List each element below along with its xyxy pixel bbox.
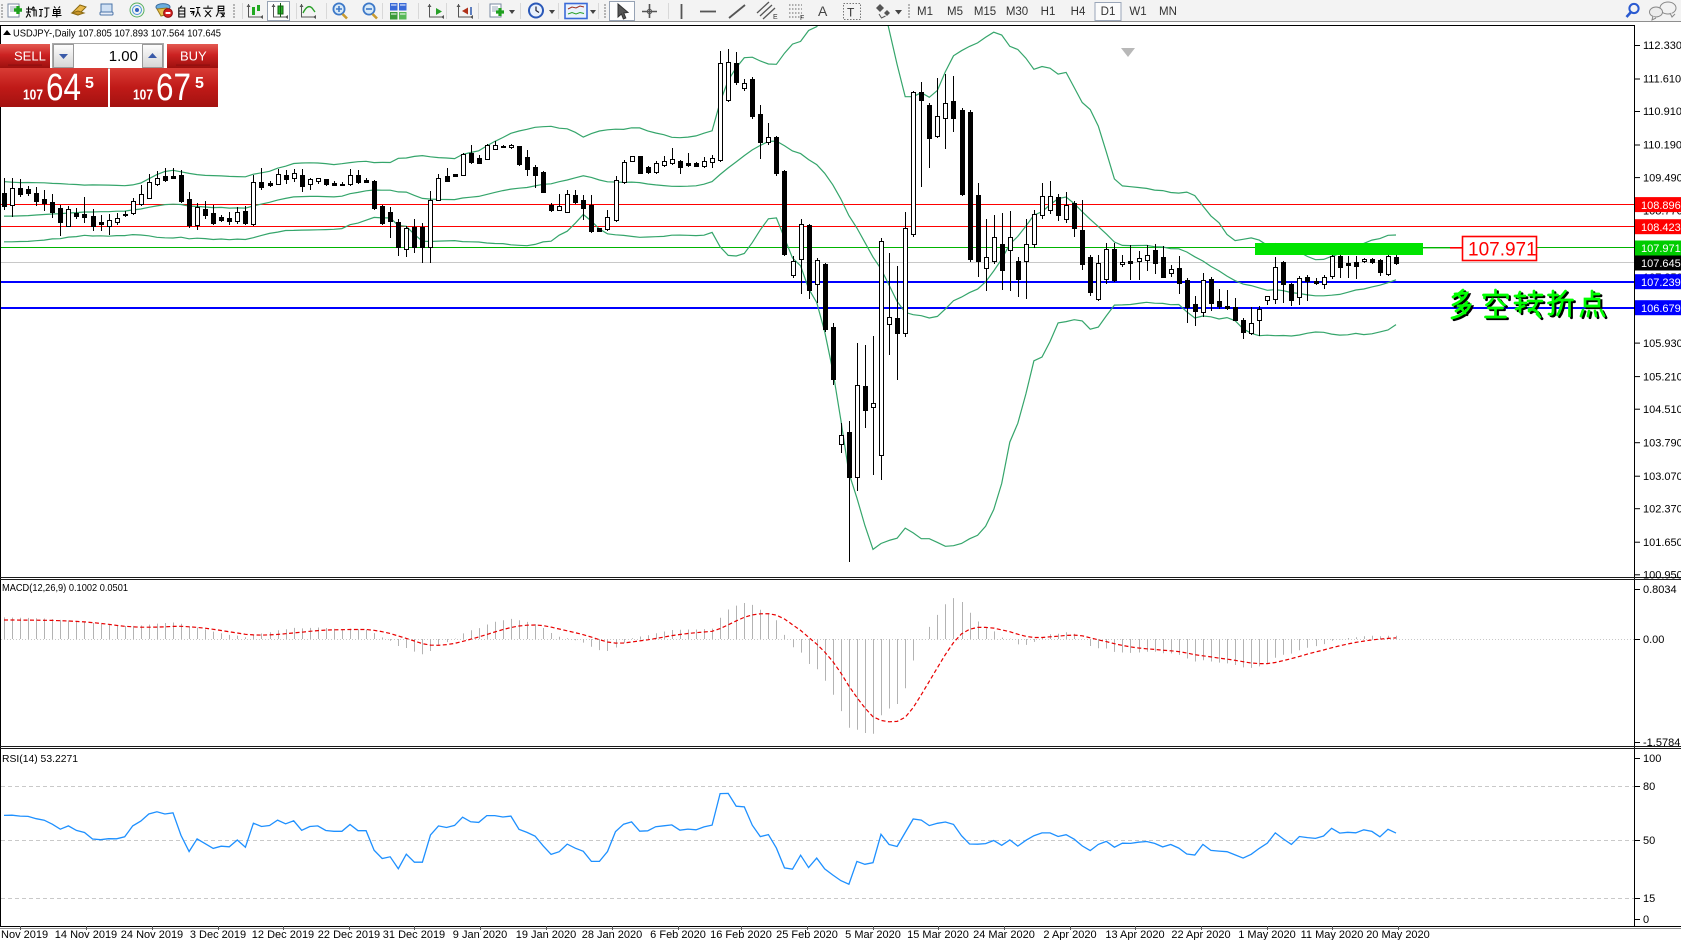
- svg-text:BUY: BUY: [180, 49, 207, 64]
- svg-text:15 Mar 2020: 15 Mar 2020: [907, 929, 969, 940]
- svg-text:50: 50: [1643, 835, 1655, 847]
- svg-text:T: T: [847, 6, 855, 20]
- svg-text:7 Nov 2019: 7 Nov 2019: [0, 929, 48, 940]
- svg-text:11 May 2020: 11 May 2020: [1301, 929, 1364, 940]
- svg-text:110.910: 110.910: [1643, 106, 1681, 118]
- svg-text:64: 64: [46, 67, 81, 109]
- svg-text:H4: H4: [1071, 6, 1086, 18]
- svg-text:107.239: 107.239: [1641, 277, 1681, 289]
- svg-text:M1: M1: [917, 6, 933, 18]
- svg-text:1 May 2020: 1 May 2020: [1238, 929, 1295, 940]
- svg-text:110.190: 110.190: [1643, 140, 1681, 152]
- svg-text:2 Apr 2020: 2 Apr 2020: [1043, 929, 1096, 940]
- svg-text:28 Jan 2020: 28 Jan 2020: [582, 929, 643, 940]
- svg-text:6 Feb 2020: 6 Feb 2020: [650, 929, 706, 940]
- svg-text:22 Apr 2020: 22 Apr 2020: [1171, 929, 1230, 940]
- svg-text:5: 5: [195, 75, 204, 92]
- svg-text:106.679: 106.679: [1641, 303, 1681, 315]
- svg-text:112.330: 112.330: [1643, 40, 1681, 52]
- svg-text:104.510: 104.510: [1643, 404, 1681, 416]
- svg-text:E: E: [773, 14, 778, 21]
- svg-text:A: A: [818, 3, 828, 19]
- svg-text:111.610: 111.610: [1643, 74, 1681, 86]
- svg-text:31 Dec 2019: 31 Dec 2019: [383, 929, 445, 940]
- svg-text:67: 67: [156, 67, 191, 109]
- svg-text:16 Feb 2020: 16 Feb 2020: [710, 929, 772, 940]
- svg-text:F: F: [800, 15, 804, 22]
- svg-text:MN: MN: [1159, 6, 1177, 18]
- svg-text:M30: M30: [1006, 6, 1028, 18]
- svg-text:105.210: 105.210: [1643, 371, 1681, 383]
- svg-text:80: 80: [1643, 781, 1655, 793]
- svg-text:12 Dec 2019: 12 Dec 2019: [252, 929, 314, 940]
- svg-text:M5: M5: [947, 6, 963, 18]
- svg-text:24 Mar 2020: 24 Mar 2020: [973, 929, 1035, 940]
- svg-text:0: 0: [1643, 914, 1649, 926]
- svg-text:100: 100: [1643, 753, 1661, 765]
- svg-text:SELL: SELL: [14, 49, 46, 64]
- svg-text:0.8034: 0.8034: [1643, 584, 1677, 596]
- svg-text:107.971: 107.971: [1468, 240, 1537, 261]
- svg-text:101.650: 101.650: [1643, 537, 1681, 549]
- svg-text:105.930: 105.930: [1643, 338, 1681, 350]
- svg-text:5: 5: [85, 75, 94, 92]
- svg-text:108.423: 108.423: [1641, 222, 1681, 234]
- svg-text:-1.5784: -1.5784: [1643, 737, 1680, 749]
- svg-text:109.490: 109.490: [1643, 172, 1681, 184]
- svg-text:9 Jan 2020: 9 Jan 2020: [453, 929, 507, 940]
- svg-text:D1: D1: [1101, 6, 1116, 18]
- svg-text:25 Feb 2020: 25 Feb 2020: [776, 929, 838, 940]
- svg-text:13 Apr 2020: 13 Apr 2020: [1105, 929, 1164, 940]
- svg-text:W1: W1: [1129, 6, 1146, 18]
- svg-text:19 Jan 2020: 19 Jan 2020: [516, 929, 577, 940]
- svg-text:USDJPY-,Daily 107.805 107.893: USDJPY-,Daily 107.805 107.893 107.564 10…: [13, 28, 221, 40]
- svg-text:15: 15: [1643, 893, 1655, 905]
- svg-text:107.645: 107.645: [1641, 258, 1681, 270]
- svg-text:107: 107: [23, 88, 43, 104]
- svg-text:3 Dec 2019: 3 Dec 2019: [190, 929, 246, 940]
- svg-text:103.790: 103.790: [1643, 437, 1681, 449]
- svg-text:108.896: 108.896: [1641, 200, 1681, 212]
- svg-text:102.370: 102.370: [1643, 503, 1681, 515]
- svg-text:RSI(14) 53.2271: RSI(14) 53.2271: [2, 753, 78, 765]
- svg-text:107.971: 107.971: [1641, 243, 1681, 255]
- svg-text:22 Dec 2019: 22 Dec 2019: [318, 929, 380, 940]
- svg-text:5 Mar 2020: 5 Mar 2020: [845, 929, 901, 940]
- svg-text:107: 107: [133, 88, 153, 104]
- svg-text:1.00: 1.00: [109, 48, 138, 65]
- svg-text:H1: H1: [1041, 6, 1056, 18]
- svg-text:103.070: 103.070: [1643, 471, 1681, 483]
- svg-text:MACD(12,26,9) 0.1002 0.0501: MACD(12,26,9) 0.1002 0.0501: [2, 582, 128, 594]
- svg-text:0.00: 0.00: [1643, 634, 1664, 646]
- svg-text:100.950: 100.950: [1643, 570, 1681, 582]
- svg-text:24 Nov 2019: 24 Nov 2019: [121, 929, 183, 940]
- svg-text:M15: M15: [974, 6, 996, 18]
- svg-text:20 May 2020: 20 May 2020: [1366, 929, 1430, 940]
- svg-text:14 Nov 2019: 14 Nov 2019: [55, 929, 117, 940]
